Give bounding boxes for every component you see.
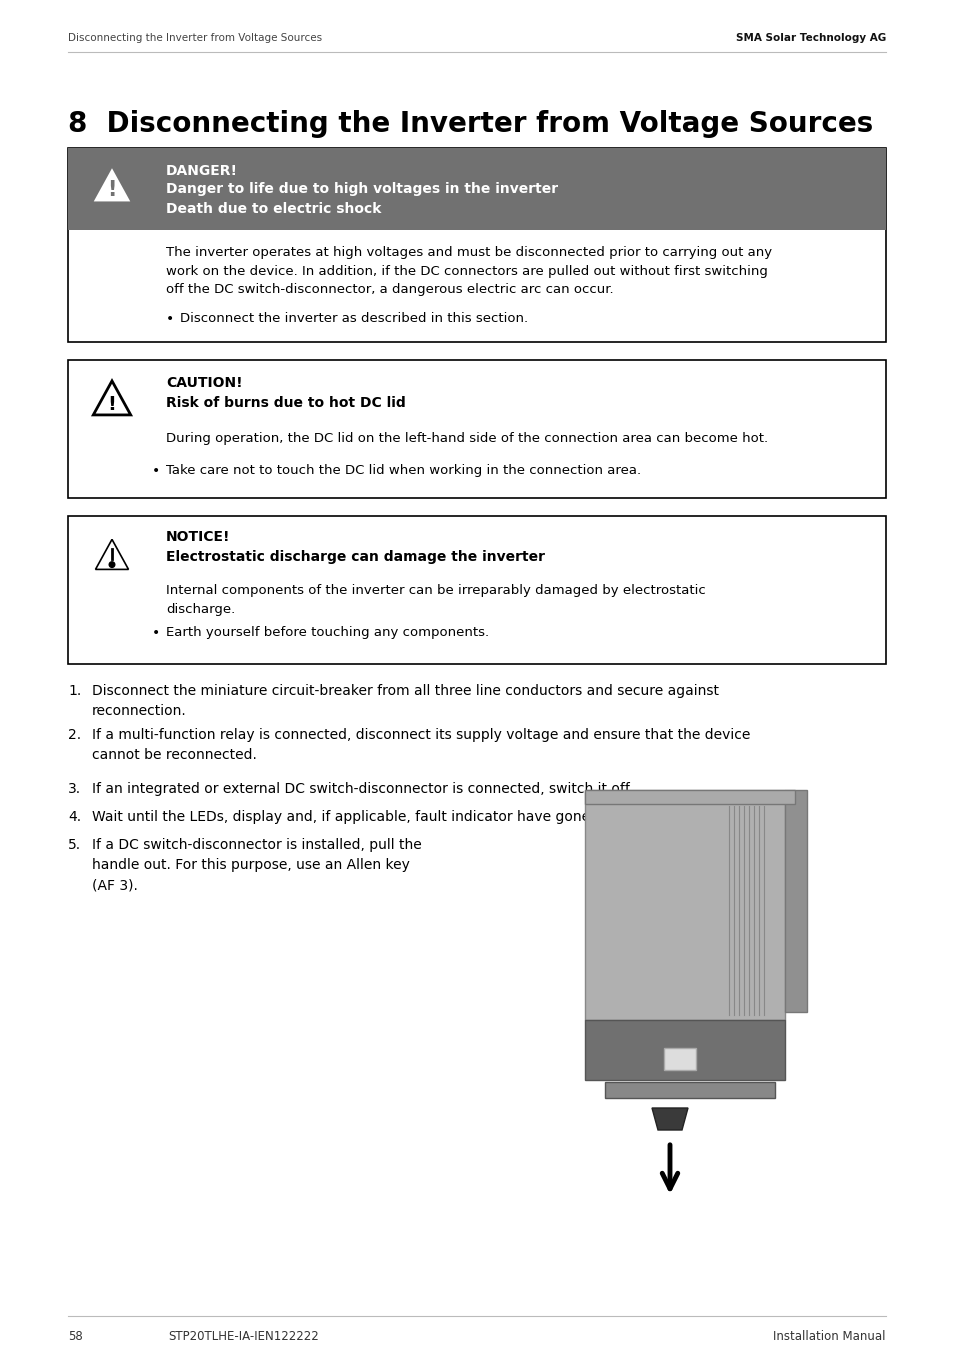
Text: !: !: [108, 395, 116, 414]
Text: 3.: 3.: [68, 781, 81, 796]
Text: If an integrated or external DC switch-disconnector is connected, switch it off.: If an integrated or external DC switch-d…: [91, 781, 633, 796]
Text: Take care not to touch the DC lid when working in the connection area.: Take care not to touch the DC lid when w…: [166, 464, 640, 477]
Text: DANGER!: DANGER!: [166, 164, 237, 178]
Polygon shape: [651, 1109, 687, 1130]
Bar: [604, 1082, 774, 1098]
Bar: [68, 147, 885, 230]
Polygon shape: [95, 539, 129, 569]
Text: CAUTION!: CAUTION!: [166, 376, 242, 389]
Bar: [663, 1048, 696, 1069]
Polygon shape: [93, 381, 131, 415]
Text: During operation, the DC lid on the left-hand side of the connection area can be: During operation, the DC lid on the left…: [166, 433, 767, 445]
Text: SMA Solar Technology AG: SMA Solar Technology AG: [735, 32, 885, 43]
Bar: [584, 790, 784, 1019]
Text: STP20TLHE-IA-IEN122222: STP20TLHE-IA-IEN122222: [168, 1330, 318, 1343]
Text: Disconnecting the Inverter from Voltage Sources: Disconnecting the Inverter from Voltage …: [68, 32, 322, 43]
Bar: [68, 147, 885, 342]
Text: Internal components of the inverter can be irreparably damaged by electrostatic
: Internal components of the inverter can …: [166, 584, 705, 615]
Text: !: !: [107, 180, 116, 200]
Text: •: •: [166, 312, 174, 326]
Bar: [68, 516, 885, 664]
Text: Earth yourself before touching any components.: Earth yourself before touching any compo…: [166, 626, 489, 639]
Text: Installation Manual: Installation Manual: [773, 1330, 885, 1343]
Text: •: •: [152, 626, 160, 639]
Text: The inverter operates at high voltages and must be disconnected prior to carryin: The inverter operates at high voltages a…: [166, 246, 771, 296]
Text: 1.: 1.: [68, 684, 81, 698]
Text: 58: 58: [68, 1330, 83, 1343]
Circle shape: [109, 562, 114, 568]
Text: Death due to electric shock: Death due to electric shock: [166, 201, 381, 216]
Text: If a multi-function relay is connected, disconnect its supply voltage and ensure: If a multi-function relay is connected, …: [91, 727, 750, 763]
Text: Electrostatic discharge can damage the inverter: Electrostatic discharge can damage the i…: [166, 550, 544, 564]
Text: Danger to life due to high voltages in the inverter: Danger to life due to high voltages in t…: [166, 183, 558, 196]
Text: 5.: 5.: [68, 838, 81, 852]
Text: Risk of burns due to hot DC lid: Risk of burns due to hot DC lid: [166, 396, 405, 410]
Text: Disconnect the miniature circuit-breaker from all three line conductors and secu: Disconnect the miniature circuit-breaker…: [91, 684, 719, 718]
Text: 2.: 2.: [68, 727, 81, 742]
Bar: [68, 360, 885, 498]
Text: If a DC switch-disconnector is installed, pull the
handle out. For this purpose,: If a DC switch-disconnector is installed…: [91, 838, 421, 892]
Text: 8  Disconnecting the Inverter from Voltage Sources: 8 Disconnecting the Inverter from Voltag…: [68, 110, 872, 138]
Bar: [584, 790, 794, 804]
Bar: [584, 1019, 784, 1080]
Text: Disconnect the inverter as described in this section.: Disconnect the inverter as described in …: [180, 312, 528, 324]
Text: NOTICE!: NOTICE!: [166, 530, 231, 544]
Text: Wait until the LEDs, display and, if applicable, fault indicator have gone out.: Wait until the LEDs, display and, if app…: [91, 810, 621, 823]
Bar: [784, 790, 806, 1013]
Polygon shape: [95, 170, 129, 200]
Text: •: •: [152, 464, 160, 479]
Text: 4.: 4.: [68, 810, 81, 823]
